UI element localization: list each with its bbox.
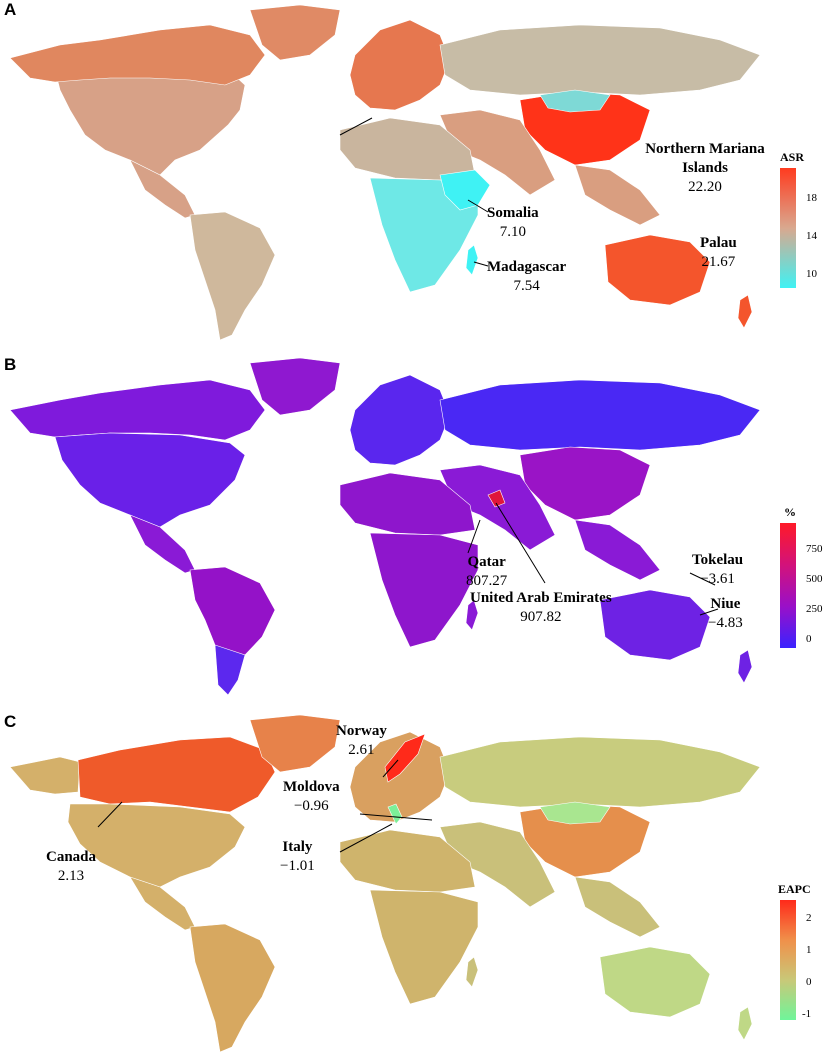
label-italy: Italy −1.01: [280, 839, 315, 874]
leader-line-niue: [699, 608, 719, 616]
russia-landmass: [439, 379, 761, 451]
south-africa-landmass: [369, 532, 479, 648]
russia-landmass: [439, 736, 761, 808]
legend-tick: -1: [802, 1008, 812, 1020]
label-northern-mariana-islands: Northern Mariana Islands 22.20: [645, 141, 765, 195]
legend-eapc: EAPC 2 1 0 -1: [778, 882, 825, 1032]
panel-c: C Norway 2.61: [0, 712, 829, 1055]
legend-tick: 0: [806, 633, 812, 645]
legend-tick: 500: [806, 573, 823, 585]
label-moldova: Moldova −0.96: [283, 779, 340, 814]
world-map-percent-change: [9, 357, 761, 696]
legend-tick: 0: [806, 976, 812, 988]
label-somalia: Somalia 7.10: [487, 205, 539, 240]
south-africa-landmass: [369, 889, 479, 1005]
leader-line-canada: [97, 801, 123, 828]
label-norway: Norway 2.61: [336, 723, 387, 758]
gulf-states-landmass: [487, 489, 506, 508]
new-zealand-landmass: [737, 649, 753, 684]
southeast-asia-landmass: [574, 164, 661, 226]
australia-landmass: [599, 589, 711, 661]
russia-landmass: [439, 24, 761, 96]
new-zealand-landmass: [737, 294, 753, 329]
europe-landmass: [349, 731, 451, 823]
europe-landmass: [349, 19, 451, 111]
north-africa-landmass: [339, 472, 476, 536]
legend-tick: 1: [806, 944, 812, 956]
label-qatar: Qatar 807.27: [466, 554, 508, 589]
greenland-landmass: [249, 4, 341, 61]
legend-title: EAPC: [778, 882, 811, 896]
north-america-landmass: [67, 803, 246, 888]
leader-line-madagascar: [473, 261, 489, 267]
label-united-arab-emirates: United Arab Emirates 907.82: [470, 590, 612, 625]
south-america-landmass: [189, 211, 276, 341]
world-map-eapc: [9, 714, 761, 1053]
new-zealand-landmass: [737, 1006, 753, 1041]
label-canada: Canada 2.13: [46, 849, 97, 884]
leader-line-moldova: [359, 813, 433, 821]
world-map-asr: [9, 4, 761, 341]
legend-asr: ASR 18 14 10: [780, 150, 825, 300]
legend-tick: 2: [806, 912, 812, 924]
panel-letter-c: C: [4, 712, 17, 731]
alaska-landmass: [9, 756, 81, 795]
leader-line-uae: [495, 502, 546, 584]
legend-tick: 750: [806, 543, 823, 555]
leader-line-norway: [382, 759, 399, 778]
southeast-asia-landmass: [574, 876, 661, 938]
panel-b: B Tokelau −3.61 Niue: [0, 355, 829, 700]
europe-landmass: [349, 374, 451, 466]
legend-color-bar: [780, 523, 796, 648]
mongolia-landmass: [539, 89, 611, 113]
norway-landmass: [384, 733, 426, 783]
legend-percent: % 750 500 250 0: [780, 505, 825, 655]
argentina-landmass: [214, 644, 246, 696]
north-africa-landmass: [339, 829, 476, 893]
panel-a: A: [0, 0, 829, 345]
madagascar-landmass: [465, 956, 479, 988]
leader-line-qatar: [467, 519, 481, 554]
panel-letter-a: A: [4, 0, 17, 19]
leader-line-italy: [339, 823, 393, 853]
madagascar-landmass: [465, 244, 479, 276]
south-america-landmass: [189, 923, 276, 1053]
label-palau: Palau 21.67: [700, 235, 737, 270]
leader-line-tokelau: [689, 572, 716, 586]
greenland-landmass: [249, 357, 341, 416]
legend-color-bar: [780, 900, 796, 1020]
legend-color-bar: [780, 168, 796, 288]
legend-tick: 250: [806, 603, 823, 615]
legend-tick: 10: [806, 268, 817, 280]
australia-landmass: [604, 234, 711, 306]
leader-line-europe: [339, 117, 373, 136]
label-madagascar: Madagascar 7.54: [487, 259, 567, 294]
legend-tick: 14: [806, 230, 817, 242]
australia-landmass: [599, 946, 711, 1018]
north-america-landmass: [54, 432, 246, 528]
southeast-asia-landmass: [574, 519, 661, 581]
greenland-landmass: [249, 714, 341, 773]
canada-landmass: [9, 379, 266, 441]
canada-landmass: [9, 24, 266, 86]
mongolia-landmass: [539, 801, 611, 825]
leader-line-somalia: [467, 199, 489, 213]
label-tokelau: Tokelau −3.61: [692, 552, 744, 587]
canada-landmass: [77, 736, 276, 813]
madagascar-landmass: [465, 599, 479, 631]
south-america-landmass: [189, 566, 276, 661]
legend-title: %: [784, 505, 796, 519]
legend-title: ASR: [780, 150, 805, 164]
china-landmass: [519, 446, 651, 521]
horn-of-africa-landmass: [439, 169, 491, 211]
label-niue: Niue −4.83: [708, 596, 743, 631]
panel-letter-b: B: [4, 355, 17, 374]
legend-tick: 18: [806, 192, 817, 204]
